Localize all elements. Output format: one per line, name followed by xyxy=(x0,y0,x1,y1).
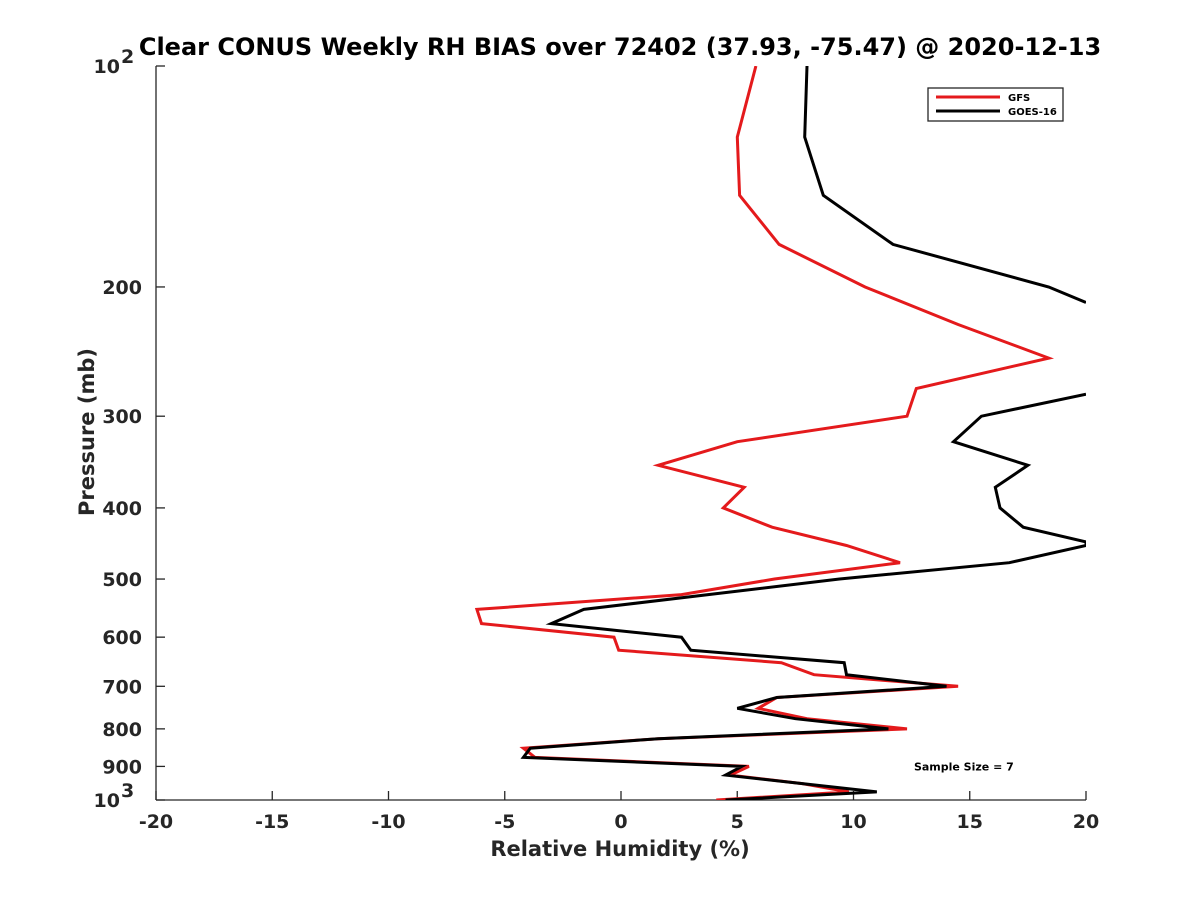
y-tick-exponent: 3 xyxy=(121,780,134,802)
legend-entry: GOES-16 xyxy=(1008,107,1057,118)
sample-size-annotation: Sample Size = 7 xyxy=(914,760,1014,773)
y-tick-label: 10 xyxy=(94,56,120,78)
legend-entry: GFS xyxy=(1008,93,1030,104)
x-tick-label: 20 xyxy=(1073,811,1099,833)
legend-box xyxy=(927,87,1064,122)
x-tick-label: -5 xyxy=(494,811,515,833)
legend: GFS GOES-16 xyxy=(927,87,1064,122)
y-tick-label: 10 xyxy=(94,790,120,812)
annotations: Sample Size = 7 xyxy=(914,760,1014,773)
x-tick-label: 5 xyxy=(731,811,744,833)
x-tick-label: 0 xyxy=(614,811,627,833)
chart-title: Clear CONUS Weekly RH BIAS over 72402 (3… xyxy=(139,33,1101,61)
y-tick-label: 600 xyxy=(102,627,142,649)
y-tick-label: 300 xyxy=(102,406,142,428)
x-tick-label: -20 xyxy=(139,811,173,833)
y-tick-label: 700 xyxy=(102,676,142,698)
y-axis-label: Pressure (mb) xyxy=(75,348,99,516)
x-tick-label: -15 xyxy=(255,811,289,833)
y-tick-label: 800 xyxy=(102,719,142,741)
y-tick-exponent: 2 xyxy=(121,46,134,68)
y-tick-label: 400 xyxy=(102,498,142,520)
x-tick-label: -10 xyxy=(371,811,405,833)
x-tick-label: 10 xyxy=(840,811,866,833)
y-tick-label: 200 xyxy=(102,277,142,299)
x-axis-label: Relative Humidity (%) xyxy=(490,837,749,861)
series-line-goes-16 xyxy=(520,66,1086,800)
data-series xyxy=(474,66,1086,800)
y-tick-label: 500 xyxy=(102,569,142,591)
y-tick-label: 900 xyxy=(102,756,142,778)
x-tick-label: 15 xyxy=(957,811,983,833)
